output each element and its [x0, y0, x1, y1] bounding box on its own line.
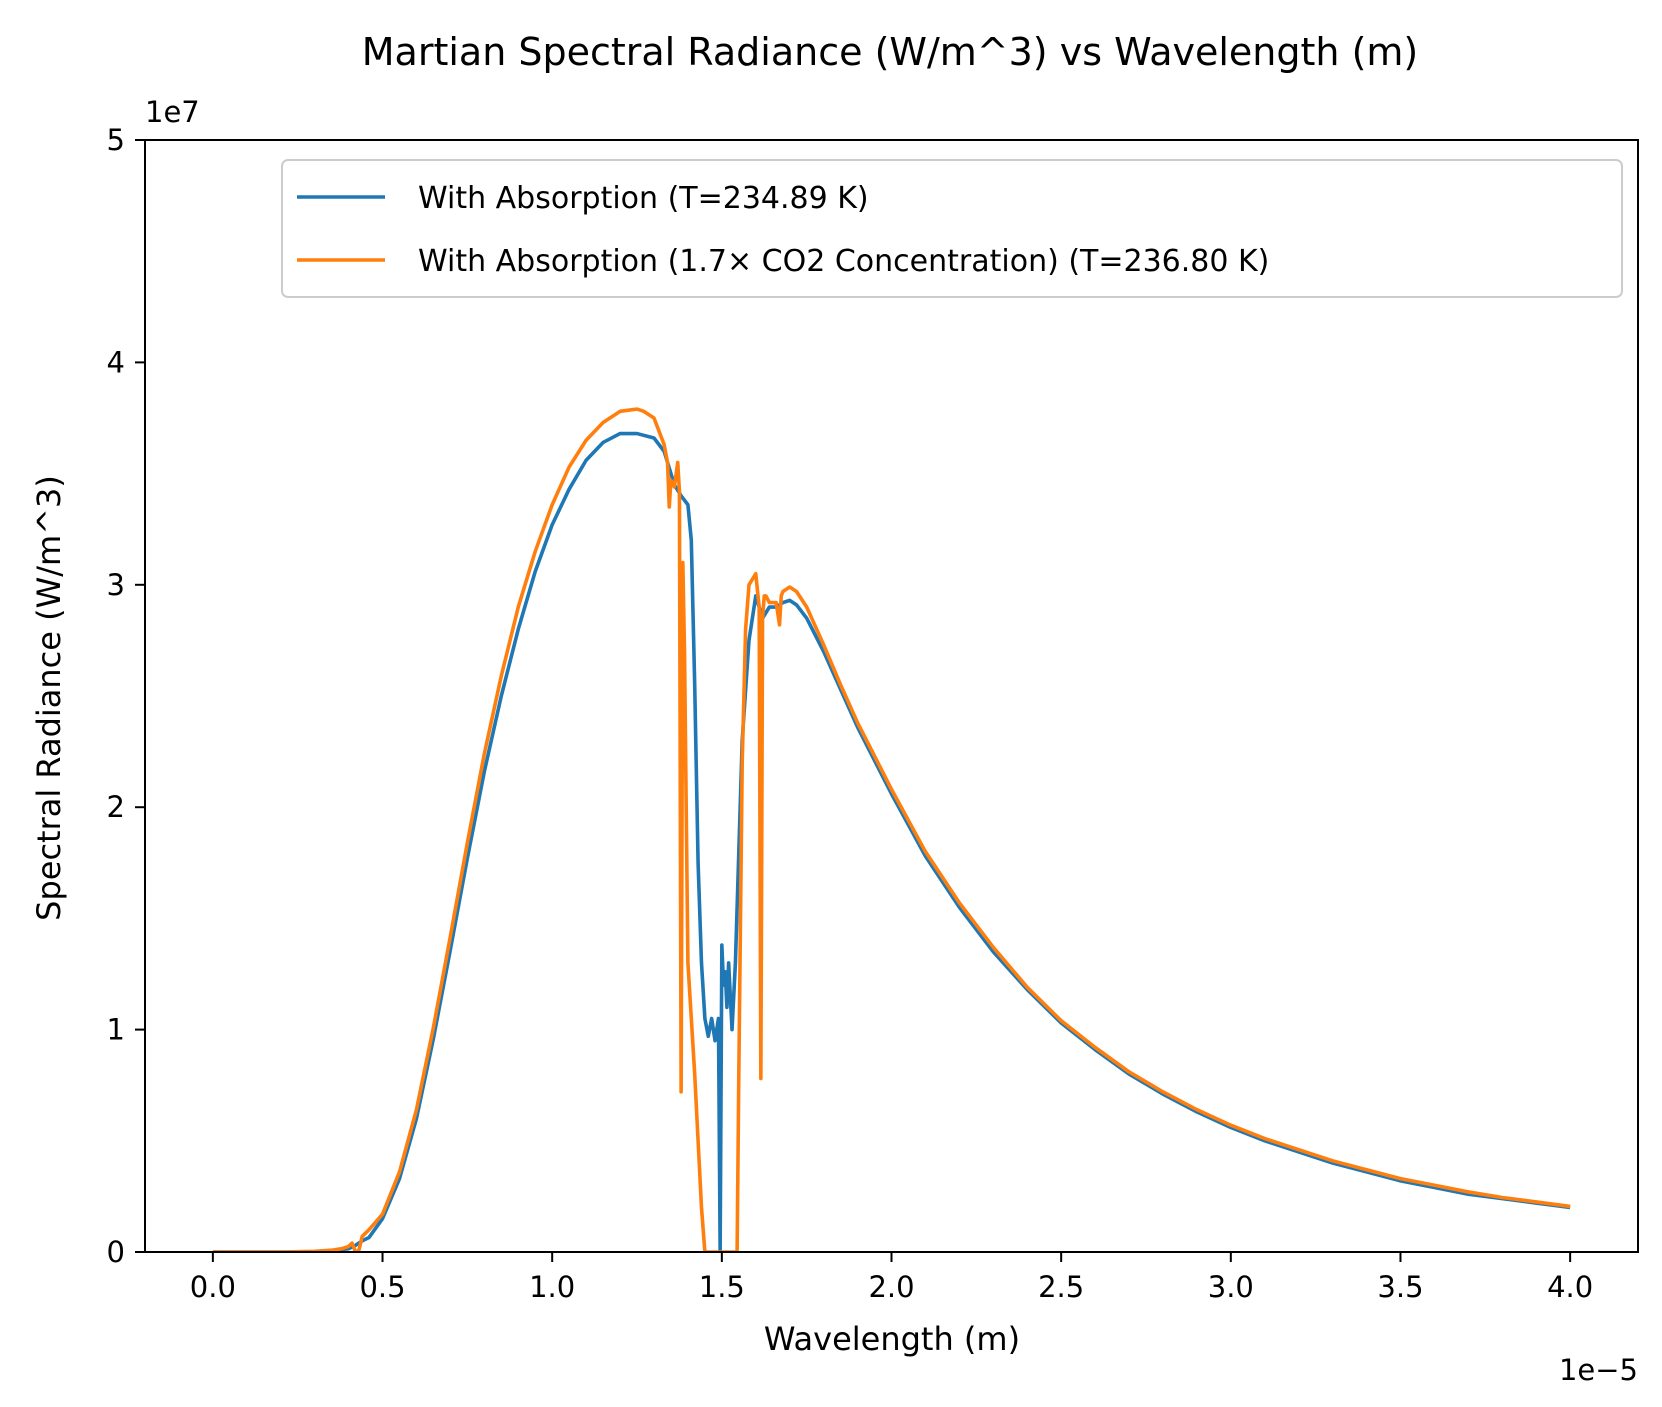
y-axis-label: Spectral Radiance (W/m^3) [30, 475, 68, 921]
y-offset-text: 1e7 [145, 95, 200, 129]
x-tick-label: 4.0 [1547, 1270, 1593, 1304]
x-tick-label: 3.0 [1208, 1270, 1254, 1304]
x-tick-label: 0.0 [190, 1270, 236, 1304]
legend-label-2: With Absorption (1.7× CO2 Concentration)… [418, 244, 1269, 279]
y-tick-label: 2 [107, 790, 125, 824]
x-tick-label: 1.5 [699, 1270, 745, 1304]
y-tick-label: 4 [107, 345, 125, 379]
series-line-2 [212, 407, 1571, 1252]
legend-box [281, 159, 1623, 298]
legend: With Absorption (T=234.89 K) With Absorpt… [281, 159, 1623, 298]
series-line-1 [212, 431, 1571, 1252]
x-tick-label: 2.5 [1038, 1270, 1084, 1304]
x-tick-label: 1.0 [529, 1270, 575, 1304]
x-offset-text: 1e−5 [1559, 1353, 1638, 1387]
x-tick-label: 0.5 [359, 1270, 405, 1304]
y-tick-label: 0 [107, 1235, 125, 1269]
y-tick-label: 5 [107, 123, 125, 157]
plot-area [212, 407, 1571, 1252]
y-tick-label: 1 [107, 1013, 125, 1047]
x-axis-label: Wavelength (m) [764, 1320, 1020, 1358]
axes: 0.0 0.5 1.0 1.5 2.0 2.5 3.0 3.5 4.0 0 1 2 3 4 5 [107, 123, 1639, 1304]
legend-label-1: With Absorption (T=234.89 K) [418, 181, 869, 216]
x-tick-label: 2.0 [868, 1270, 914, 1304]
x-tick-label: 3.5 [1377, 1270, 1423, 1304]
y-tick-label: 3 [107, 568, 125, 602]
chart-title: Martian Spectral Radiance (W/m^3) vs Wav… [362, 30, 1419, 74]
